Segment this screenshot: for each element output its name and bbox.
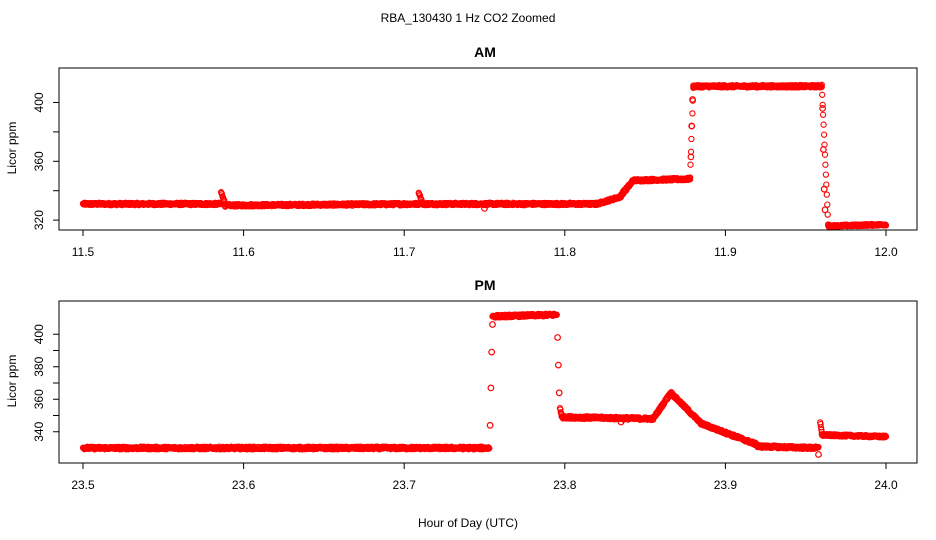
am-data-point: [820, 131, 828, 138]
pm-data-point: [487, 384, 495, 392]
am-data-points: [79, 81, 890, 230]
am-data-point: [689, 96, 696, 103]
am-x-tick-label: 11.6: [232, 245, 255, 259]
pm-y-tick-label: 360: [32, 389, 46, 409]
pm-data-point: [486, 421, 494, 429]
pm-data-point: [555, 389, 563, 397]
pm-data-point: [815, 443, 822, 451]
x-axis-label: Hour of Day (UTC): [418, 516, 518, 530]
pm-data-points: [79, 310, 890, 458]
am-y-axis-label: Licor ppm: [5, 122, 19, 175]
am-x-tick-label: 11.7: [393, 245, 416, 259]
am-data-point: [686, 174, 694, 181]
am-data-point: [686, 176, 694, 183]
pm-data-point: [555, 361, 562, 369]
pm-x-tick-label: 23.9: [714, 478, 738, 492]
figure-title: RBA_130430 1 Hz CO2 Zoomed: [381, 11, 556, 25]
am-data-point: [819, 101, 826, 108]
pm-y-axis-label: Licor ppm: [5, 355, 19, 408]
am-data-point: [819, 104, 826, 112]
pm-data-point: [617, 418, 625, 426]
am-data-point: [688, 122, 696, 130]
panel-am: AM Licor ppm 11.5 11.6 11.7 11.8 11.9 12.0 320…: [5, 44, 918, 259]
am-data-point: [882, 222, 890, 229]
pm-data-point: [489, 321, 496, 328]
pm-data-point: [488, 348, 496, 356]
pm-data-point: [486, 445, 493, 452]
am-x-tick-label: 12.0: [874, 245, 898, 259]
pm-x-tick-label: 23.6: [232, 478, 256, 492]
am-x-tick-label: 11.5: [72, 245, 95, 259]
am-data-point: [819, 111, 827, 118]
pm-x-tick-label: 23.5: [71, 478, 95, 492]
am-x-tick-label: 11.8: [554, 245, 577, 259]
am-data-point: [823, 191, 830, 198]
am-y-tick-label: 320: [32, 210, 46, 230]
am-data-point: [689, 110, 696, 117]
pm-data-point: [554, 334, 561, 341]
am-data-point: [821, 206, 829, 214]
am-data-point: [688, 135, 695, 143]
pm-plot-area: 23.5 23.6 23.7 23.8 23.9 24.0 340 360 380 400: [32, 310, 898, 492]
am-plot-frame: [58, 67, 918, 231]
pm-y-tick-label: 380: [32, 356, 46, 376]
am-data-point: [818, 81, 825, 88]
am-data-point: [822, 161, 829, 168]
pm-plot-frame: [58, 300, 918, 464]
am-y-tick-label: 360: [32, 151, 46, 171]
am-data-point: [820, 185, 828, 193]
am-data-point: [820, 146, 827, 153]
panel-pm: PM Licor ppm 23.5 23.6 23.7 23.8 23.9 24.0 340…: [5, 277, 918, 492]
am-y-tick-label: 400: [32, 92, 46, 112]
am-data-point: [824, 201, 831, 208]
pm-x-tick-label: 23.8: [553, 478, 577, 492]
pm-x-tick-label: 23.7: [393, 478, 417, 492]
am-data-point: [481, 204, 488, 212]
pm-y-tick-label: 400: [32, 324, 46, 344]
pm-y-tick-label: 340: [32, 421, 46, 441]
am-data-point: [820, 121, 827, 128]
am-x-tick-label: 11.9: [714, 245, 737, 259]
pm-data-point: [882, 433, 890, 440]
am-data-point: [687, 153, 695, 161]
am-plot-area: 11.5 11.6 11.7 11.8 11.9 12.0 320 360 400: [32, 81, 898, 259]
am-data-point: [822, 171, 830, 178]
pm-data-point: [553, 311, 560, 318]
am-data-point: [818, 83, 825, 91]
am-data-point: [819, 91, 826, 98]
am-data-point: [416, 192, 424, 199]
am-data-point: [687, 161, 694, 168]
pm-panel-title: PM: [475, 277, 496, 293]
pm-data-point: [815, 451, 822, 458]
am-data-point: [824, 211, 831, 218]
am-panel-title: AM: [474, 44, 496, 60]
pm-x-tick-label: 24.0: [874, 478, 898, 492]
